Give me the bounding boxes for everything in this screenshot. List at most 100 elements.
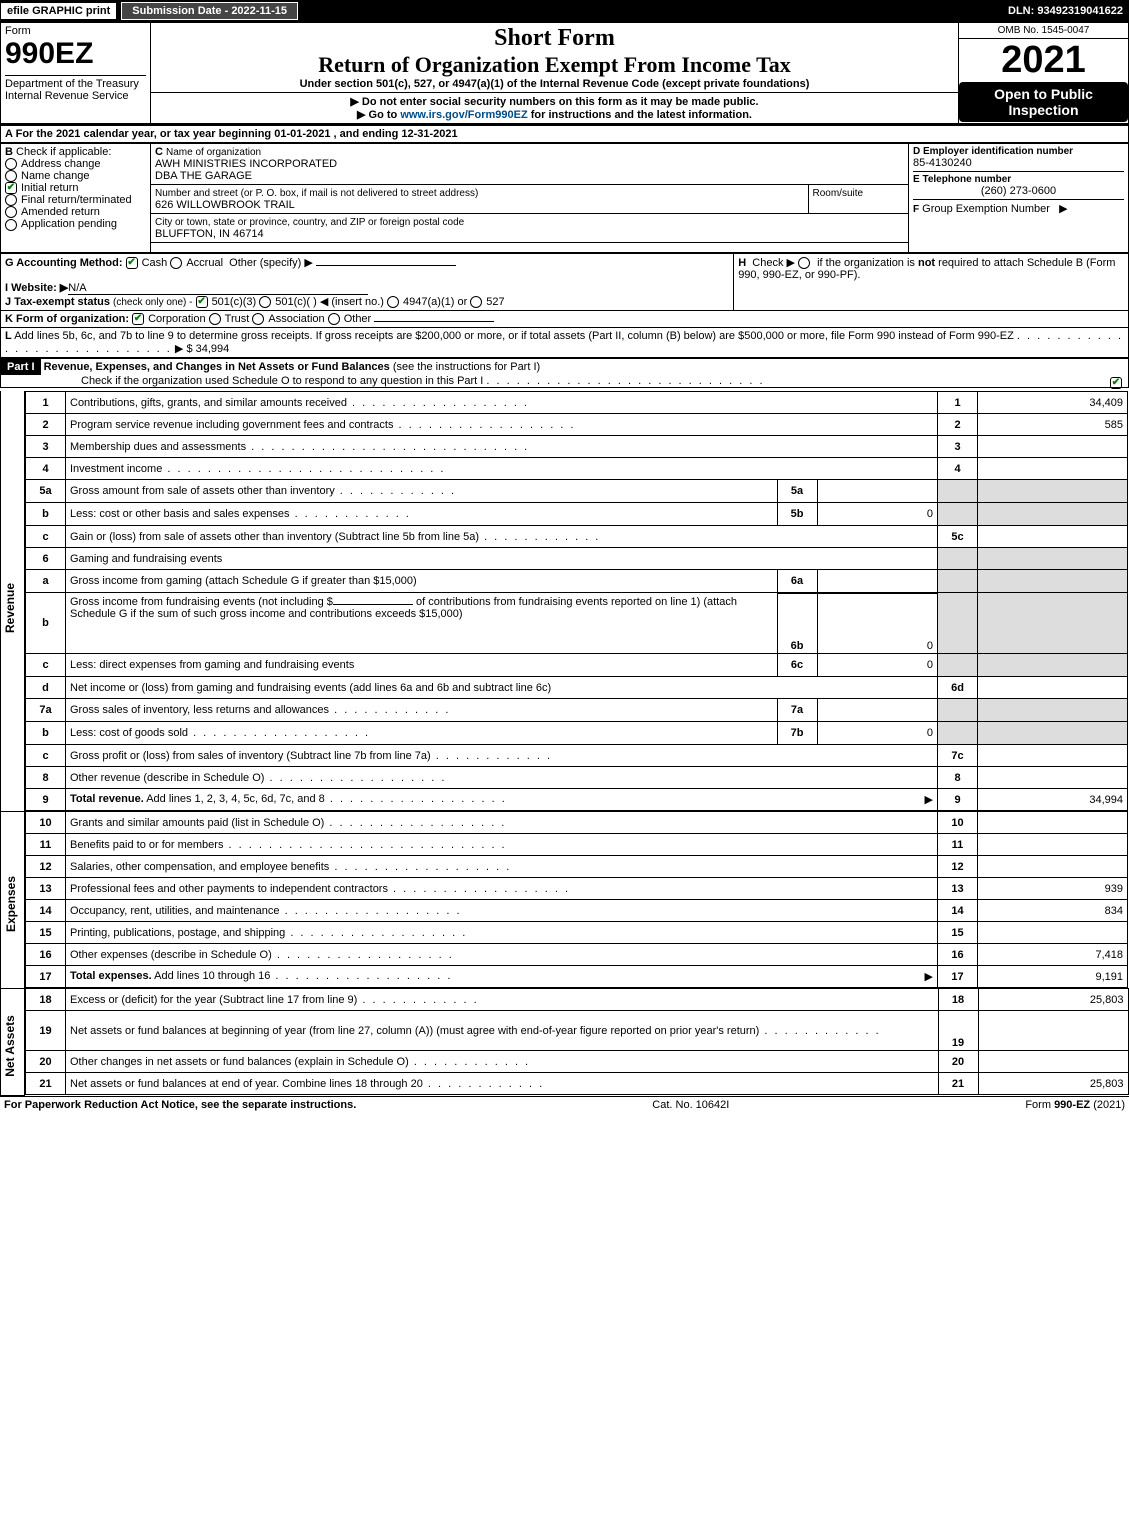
l7c-num: c: [26, 745, 66, 767]
l1-num: 1: [26, 392, 66, 414]
section-l: L Add lines 5b, 6c, and 7b to line 9 to …: [0, 328, 1129, 358]
l5b-sub: 5b: [777, 503, 817, 525]
l6b-subval: 0: [817, 594, 937, 654]
goto-link[interactable]: ▶ Go to www.irs.gov/Form990EZ for instru…: [155, 108, 954, 121]
initial-return-checkbox[interactable]: [5, 182, 17, 194]
f-row: F Group Exemption Number ▶: [913, 199, 1124, 215]
l17-num: 17: [26, 966, 66, 988]
4947-label: 4947(a)(1) or: [403, 296, 467, 308]
l16-desc: Other expenses (describe in Schedule O): [66, 944, 938, 966]
l5c-amt: [978, 526, 1128, 548]
l9-col: 9: [938, 789, 978, 811]
section-k: K Form of organization: Corporation Trus…: [0, 311, 1129, 328]
l10-col: 10: [938, 812, 978, 834]
expenses-label: Expenses: [4, 876, 18, 932]
b-label: B: [5, 146, 13, 158]
l18-desc: Excess or (deficit) for the year (Subtra…: [66, 989, 939, 1011]
section-def: D Employer identification number 85-4130…: [909, 144, 1129, 253]
d-label: D Employer identification number: [913, 146, 1124, 157]
accrual-label: Accrual: [186, 257, 223, 269]
l20-col: 20: [938, 1051, 978, 1073]
h-checkbox[interactable]: [798, 257, 810, 269]
l7b-amt: [978, 722, 1128, 745]
address-change-checkbox[interactable]: [5, 158, 17, 170]
l11-amt: [978, 834, 1128, 856]
l7a-sub: 7a: [777, 699, 817, 721]
c-label: C: [155, 146, 163, 158]
phone-value: (260) 273-0600: [913, 185, 1124, 197]
l21-num: 21: [26, 1073, 66, 1095]
4947-checkbox[interactable]: [387, 296, 399, 308]
revenue-sidebar: Revenue: [1, 391, 25, 811]
l7c-desc: Gross profit or (loss) from sales of inv…: [66, 745, 938, 767]
l7b-num: b: [26, 722, 66, 745]
corp-label: Corporation: [148, 313, 205, 325]
schedule-o-checkbox[interactable]: [1110, 377, 1122, 389]
l17-amt: 9,191: [978, 966, 1128, 988]
l18-amt: 25,803: [978, 989, 1128, 1011]
omb-number: OMB No. 1545-0047: [959, 23, 1128, 39]
l19-num: 19: [26, 1011, 66, 1051]
name-change-checkbox[interactable]: [5, 170, 17, 182]
part-i-tag: Part I: [1, 359, 41, 375]
l8-desc: Other revenue (describe in Schedule O): [66, 767, 938, 789]
h-check: Check ▶: [752, 257, 795, 269]
l6-num: 6: [26, 548, 66, 570]
corp-checkbox[interactable]: [132, 313, 144, 325]
section-b: B Check if applicable: Address change Na…: [1, 144, 151, 253]
l8-col: 8: [938, 767, 978, 789]
tax-year: 2021: [959, 39, 1128, 82]
cash-label: Cash: [142, 257, 168, 269]
part-i-check: Check if the organization used Schedule …: [1, 375, 483, 387]
l6d-num: d: [26, 677, 66, 699]
l7b-subval: 0: [817, 722, 937, 744]
l5a-subval: [817, 480, 937, 502]
527-checkbox[interactable]: [470, 296, 482, 308]
trust-label: Trust: [225, 313, 250, 325]
l2-num: 2: [26, 414, 66, 436]
short-form-title: Short Form: [155, 25, 954, 52]
h-label: H: [738, 257, 746, 269]
l5a-num: 5a: [26, 480, 66, 503]
l6c-num: c: [26, 654, 66, 677]
i-label: I Website: ▶: [5, 282, 68, 294]
cash-checkbox[interactable]: [126, 257, 138, 269]
l10-desc: Grants and similar amounts paid (list in…: [66, 812, 938, 834]
l2-col: 2: [938, 414, 978, 436]
l1-desc: Contributions, gifts, grants, and simila…: [66, 392, 938, 414]
other-label: Other (specify) ▶: [229, 257, 313, 269]
assoc-checkbox[interactable]: [252, 313, 264, 325]
l16-amt: 7,418: [978, 944, 1128, 966]
f-label: F: [913, 204, 919, 215]
501c3-checkbox[interactable]: [196, 296, 208, 308]
application-pending-checkbox[interactable]: [5, 219, 17, 231]
l5a-amt: [978, 480, 1128, 503]
l5a-col: [938, 480, 978, 503]
amended-return-checkbox[interactable]: [5, 206, 17, 218]
501c-checkbox[interactable]: [259, 296, 271, 308]
expenses-sidebar: Expenses: [1, 811, 25, 988]
accrual-checkbox[interactable]: [170, 257, 182, 269]
l6d-amt: [978, 677, 1128, 699]
l9-desc: Total revenue. Add lines 1, 2, 3, 4, 5c,…: [66, 789, 938, 811]
efile-label: efile GRAPHIC print: [0, 2, 117, 20]
l3-desc: Membership dues and assessments: [66, 436, 938, 458]
other-org-checkbox[interactable]: [328, 313, 340, 325]
trust-checkbox[interactable]: [209, 313, 221, 325]
l-value: 34,994: [196, 343, 230, 355]
section-c-city: City or town, state or province, country…: [151, 214, 909, 243]
other-org-label: Other: [344, 313, 372, 325]
l5b-amt: [978, 503, 1128, 526]
l15-num: 15: [26, 922, 66, 944]
irs-link[interactable]: www.irs.gov/Form990EZ: [400, 109, 527, 121]
l21-desc: Net assets or fund balances at end of ye…: [66, 1073, 939, 1095]
j-sub: (check only one) -: [113, 297, 192, 308]
right-box: OMB No. 1545-0047 2021 Open to Public In…: [959, 23, 1129, 124]
street-label: Number and street (or P. O. box, if mail…: [155, 188, 478, 199]
section-a: A For the 2021 calendar year, or tax yea…: [0, 124, 1129, 143]
final-return-checkbox[interactable]: [5, 194, 17, 206]
j-label: J Tax-exempt status: [5, 296, 110, 308]
l16-num: 16: [26, 944, 66, 966]
l13-desc: Professional fees and other payments to …: [66, 878, 938, 900]
netassets-label: Net Assets: [3, 1015, 17, 1077]
